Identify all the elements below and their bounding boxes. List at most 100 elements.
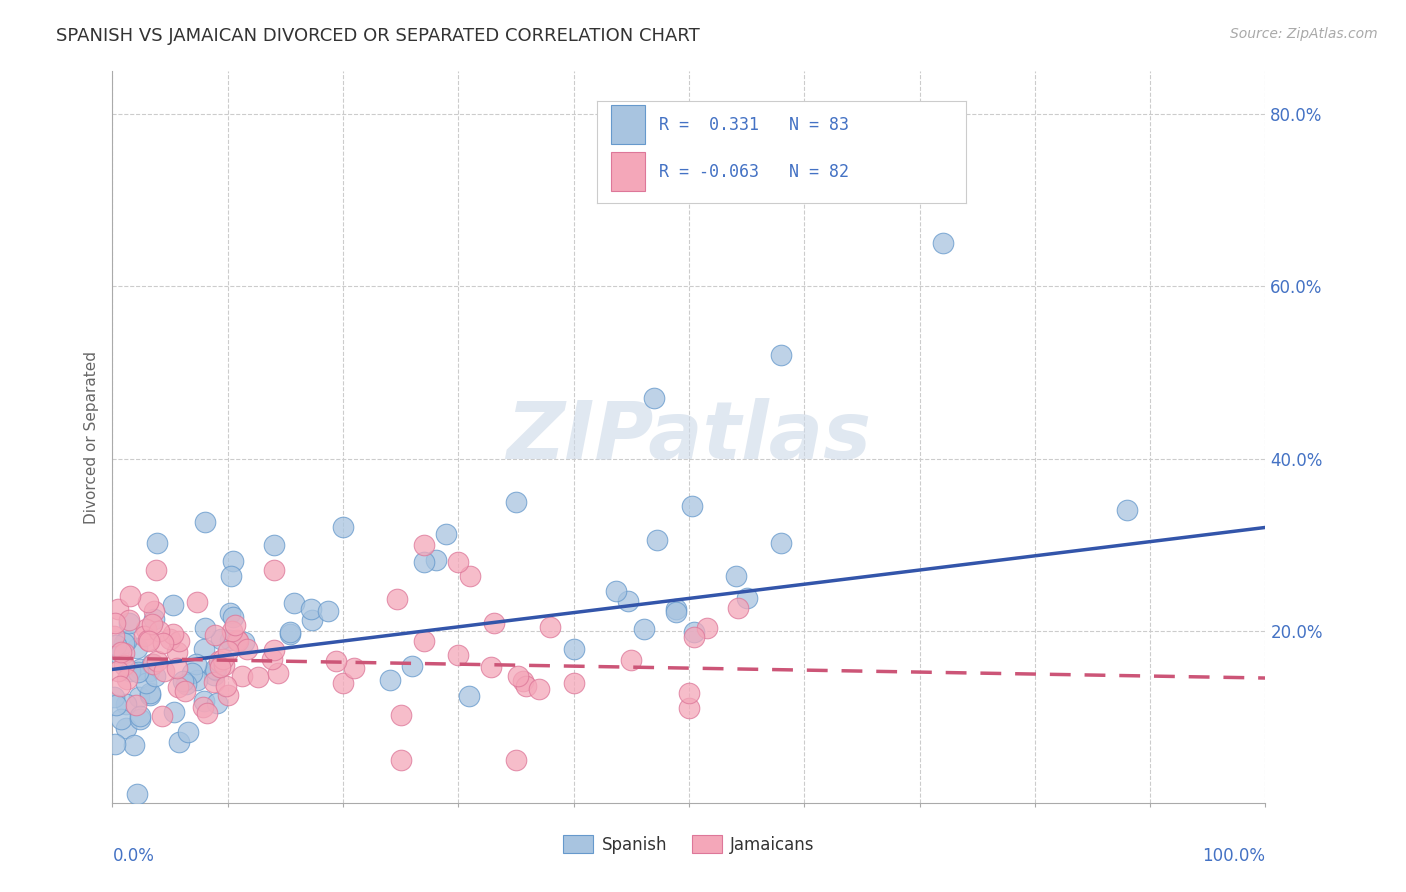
Point [380, 673, 402, 688]
Point [643, 392, 665, 406]
Point [458, 569, 481, 583]
Point [207, 696, 229, 710]
Point [235, 641, 257, 656]
Point [127, 665, 149, 680]
Point [115, 721, 138, 735]
Point [112, 657, 135, 672]
Point [412, 555, 434, 569]
Point [562, 676, 585, 690]
Point [645, 533, 668, 548]
Point [224, 618, 246, 632]
Point [186, 673, 208, 688]
Point [129, 712, 152, 726]
Point [267, 665, 290, 680]
Point [678, 701, 700, 715]
Point [110, 712, 132, 726]
Point [136, 632, 159, 647]
Point [447, 555, 470, 569]
Point [104, 737, 127, 751]
Point [174, 677, 197, 691]
Point [1116, 502, 1139, 516]
Point [769, 536, 792, 550]
Point [484, 616, 506, 631]
Point [150, 709, 173, 723]
Point [202, 668, 225, 682]
Point [226, 634, 249, 648]
Point [193, 694, 215, 708]
Point [725, 568, 748, 582]
Point [204, 628, 226, 642]
Point [262, 652, 284, 666]
Text: 100.0%: 100.0% [1202, 847, 1265, 864]
Point [325, 654, 347, 668]
Point [605, 583, 627, 598]
Point [226, 633, 249, 648]
Point [263, 564, 285, 578]
Point [221, 624, 243, 639]
Point [138, 634, 160, 648]
Point [204, 663, 226, 677]
Point [538, 619, 561, 633]
Point [506, 669, 529, 683]
Point [770, 348, 793, 362]
Point [143, 669, 166, 683]
Point [112, 646, 135, 660]
Point [108, 679, 131, 693]
Point [278, 624, 301, 639]
Point [163, 705, 186, 719]
Point [114, 634, 136, 648]
Point [562, 642, 585, 657]
Point [166, 661, 188, 675]
Point [222, 610, 245, 624]
Point [505, 753, 527, 767]
Point [218, 633, 240, 648]
Point [219, 569, 242, 583]
Point [115, 672, 138, 686]
Point [301, 613, 323, 627]
Point [120, 664, 142, 678]
Point [316, 604, 339, 618]
Point [278, 627, 301, 641]
Point [193, 641, 215, 656]
Point [332, 675, 354, 690]
Point [128, 709, 150, 723]
Point [125, 698, 148, 712]
Point [681, 500, 703, 514]
Point [122, 738, 145, 752]
Point [103, 629, 125, 643]
Point [389, 707, 412, 722]
Point [117, 613, 139, 627]
Point [174, 683, 197, 698]
Point [141, 657, 163, 672]
Point [159, 632, 181, 646]
Point [633, 622, 655, 636]
Point [412, 538, 434, 552]
Point [107, 665, 129, 679]
Point [299, 602, 322, 616]
Point [727, 601, 749, 615]
Point [118, 616, 141, 631]
Text: Source: ZipAtlas.com: Source: ZipAtlas.com [1230, 27, 1378, 41]
Point [246, 670, 269, 684]
Point [616, 594, 638, 608]
Text: 0.0%: 0.0% [112, 847, 155, 864]
Point [620, 653, 643, 667]
Point [204, 662, 226, 676]
Point [332, 520, 354, 534]
Point [208, 659, 231, 673]
Point [129, 662, 152, 676]
Point [114, 698, 136, 712]
Point [177, 724, 200, 739]
Legend: Spanish, Jamaicans: Spanish, Jamaicans [557, 829, 821, 860]
Point [103, 690, 125, 705]
Point [153, 664, 176, 678]
Point [343, 660, 366, 674]
Point [136, 595, 159, 609]
Point [194, 621, 217, 635]
Point [215, 679, 238, 693]
Point [233, 635, 256, 649]
Point [162, 627, 184, 641]
Point [512, 673, 534, 688]
Point [138, 664, 160, 678]
Point [141, 617, 163, 632]
